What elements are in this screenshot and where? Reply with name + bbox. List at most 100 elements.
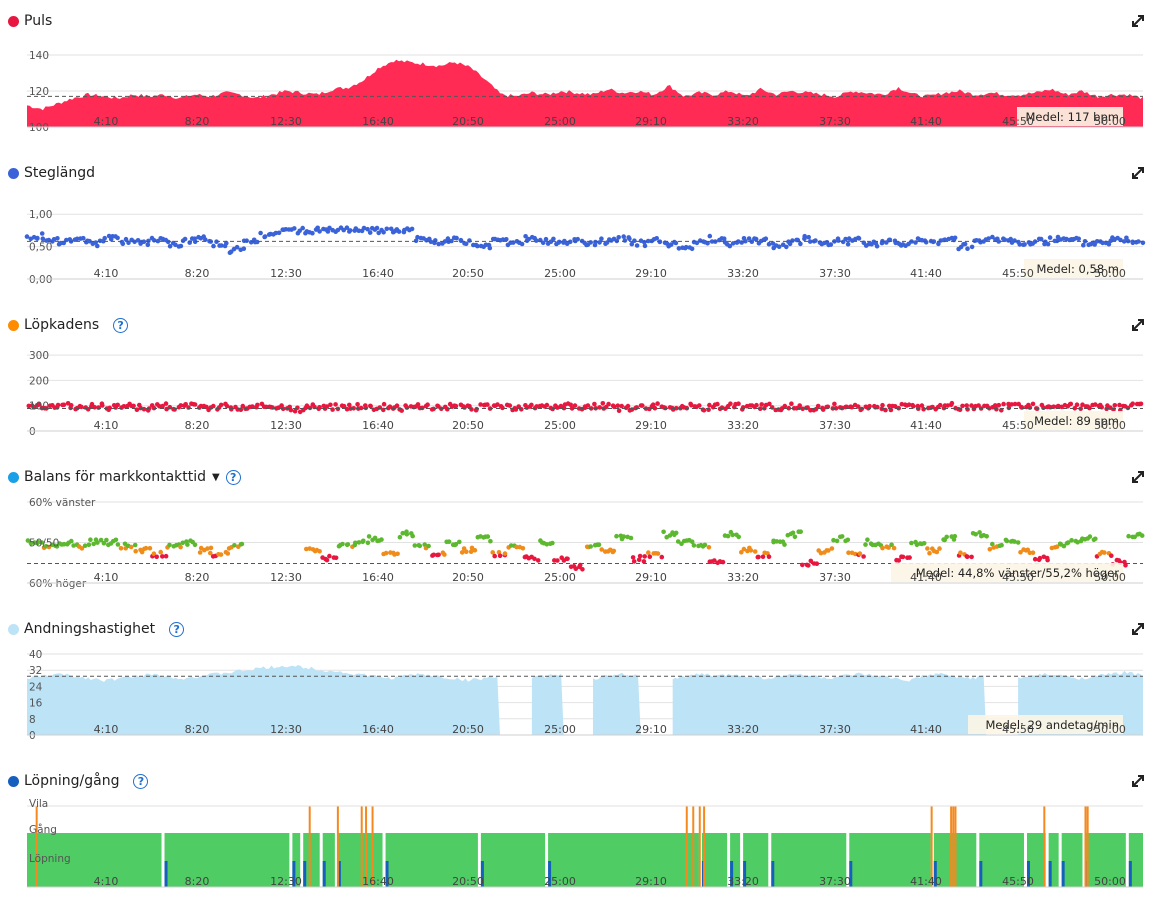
data-point xyxy=(514,544,519,550)
rest-marker xyxy=(685,806,688,887)
data-point xyxy=(504,237,509,242)
data-point xyxy=(767,401,772,407)
data-point xyxy=(712,558,717,563)
data-point xyxy=(861,554,866,559)
data-point xyxy=(155,238,161,244)
data-point xyxy=(909,540,914,546)
x-tick-label: 37:30 xyxy=(819,419,851,432)
mean-label: Medel: 29 andetag/min xyxy=(985,718,1119,732)
data-point xyxy=(459,550,465,555)
data-point xyxy=(224,240,229,246)
data-point xyxy=(500,405,505,411)
expand-icon[interactable] xyxy=(1131,166,1145,180)
data-point xyxy=(702,542,708,548)
data-point xyxy=(239,541,245,547)
x-tick-label: 16:40 xyxy=(362,571,394,584)
data-point xyxy=(859,406,864,412)
data-point xyxy=(446,539,452,544)
chart-title-bar: Steglängd xyxy=(8,162,95,184)
expand-icon[interactable] xyxy=(1131,622,1145,636)
data-point xyxy=(79,404,84,410)
data-point xyxy=(519,241,525,247)
mean-label: Medel: 44,8% vänster/55,2% höger xyxy=(916,566,1119,580)
data-point xyxy=(1121,239,1127,244)
rest-marker xyxy=(308,806,311,887)
data-point xyxy=(1126,533,1131,539)
data-point xyxy=(315,225,321,231)
help-icon[interactable]: ? xyxy=(169,621,185,637)
running-marker xyxy=(771,861,775,887)
x-tick-label: 41:40 xyxy=(910,419,942,432)
data-point xyxy=(400,530,406,536)
data-point xyxy=(1030,550,1036,555)
expand-icon[interactable] xyxy=(1131,14,1145,28)
x-tick-label: 4:10 xyxy=(94,571,119,584)
data-point xyxy=(896,558,902,563)
expand-icon[interactable] xyxy=(1131,318,1145,332)
x-tick-label: 33:20 xyxy=(727,419,759,432)
data-point xyxy=(394,403,400,408)
help-icon[interactable]: ? xyxy=(225,469,241,485)
data-point xyxy=(87,238,92,244)
data-point xyxy=(232,543,237,548)
chart-panel-puls: Puls 140 120 100 Medel: 117 bpm 4:10 8:20 12:3… xyxy=(0,4,1157,156)
y-tick-label: Löpning xyxy=(29,853,71,865)
data-point xyxy=(234,244,240,250)
data-point xyxy=(759,402,764,407)
running-marker xyxy=(337,861,341,887)
x-tick-label: 12:30 xyxy=(270,267,302,280)
data-point xyxy=(673,530,679,536)
gap-marker xyxy=(768,833,772,887)
help-icon[interactable]: ? xyxy=(133,773,149,789)
rest-marker xyxy=(35,806,38,887)
data-point xyxy=(1125,405,1131,411)
data-point xyxy=(324,404,330,409)
expand-icon[interactable] xyxy=(1131,470,1145,484)
data-point xyxy=(632,238,637,243)
series-dot-icon xyxy=(8,775,19,787)
data-point xyxy=(244,238,249,243)
dropdown-caret-icon[interactable]: ▼ xyxy=(212,471,220,483)
x-tick-label: 20:50 xyxy=(452,267,484,280)
data-point xyxy=(949,400,955,406)
data-point xyxy=(913,240,918,245)
rest-marker xyxy=(360,806,363,887)
data-point xyxy=(691,543,697,548)
mean-label-bg xyxy=(968,715,1123,734)
data-point xyxy=(880,545,885,551)
data-point xyxy=(118,546,124,551)
data-point xyxy=(906,402,912,407)
data-point xyxy=(647,406,652,412)
expand-icon[interactable] xyxy=(1131,774,1145,788)
data-point xyxy=(310,230,315,236)
data-point xyxy=(999,542,1004,548)
x-tick-label: 33:20 xyxy=(727,571,759,584)
data-point xyxy=(640,403,645,408)
help-icon[interactable]: ? xyxy=(113,317,129,333)
data-point xyxy=(999,408,1004,413)
gap-marker xyxy=(1082,833,1086,887)
data-point xyxy=(121,404,127,409)
data-point xyxy=(197,550,203,555)
data-point xyxy=(621,234,626,239)
data-point xyxy=(934,549,940,555)
data-point xyxy=(1030,401,1036,407)
data-point xyxy=(490,550,496,555)
data-point xyxy=(395,551,400,557)
data-point xyxy=(178,544,183,550)
data-point xyxy=(1019,405,1025,410)
x-tick-label: 33:20 xyxy=(727,115,759,128)
chart-plot: Vila Gång Löpning 4:10 8:20 12:30 16:40 20:50 25… xyxy=(27,798,1143,888)
rest-marker xyxy=(1084,806,1087,887)
data-point xyxy=(615,403,621,408)
data-point xyxy=(147,546,153,551)
running-marker xyxy=(480,861,484,887)
chart-title-bar: Balans för markkontakttid ▼ ? xyxy=(8,466,241,488)
data-point xyxy=(832,401,837,407)
data-point xyxy=(1008,236,1013,242)
chart-panel-lopkadens: Löpkadens ? 300 200 100 0 Medel: 89 spm 4:10 8… xyxy=(0,308,1157,460)
x-tick-label: 37:30 xyxy=(819,115,851,128)
data-point xyxy=(741,546,747,552)
data-point xyxy=(756,554,761,560)
data-point xyxy=(442,552,447,557)
